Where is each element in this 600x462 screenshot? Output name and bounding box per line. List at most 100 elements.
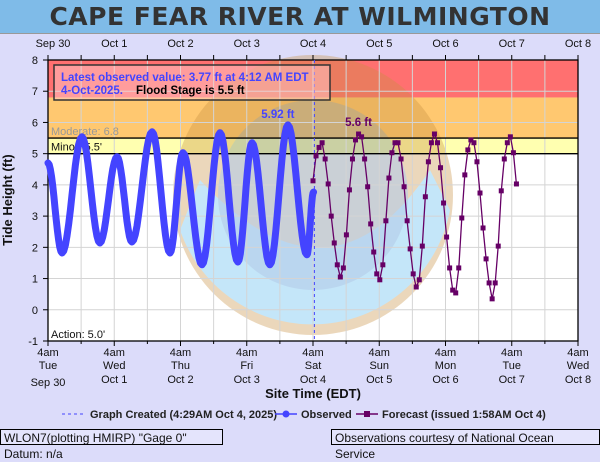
bottom-time-label: 4am xyxy=(236,347,257,359)
bottom-date-label: Oct 5 xyxy=(366,374,392,386)
y-tick-label: 4 xyxy=(32,180,38,192)
observed-peak-label: 5.92 ft xyxy=(261,109,294,121)
forecast-point xyxy=(462,172,468,178)
forecast-point xyxy=(310,178,316,184)
forecast-point xyxy=(456,265,462,271)
forecast-point xyxy=(331,240,337,246)
forecast-point xyxy=(371,249,377,255)
forecast-point xyxy=(389,150,395,156)
bottom-date-label: Oct 2 xyxy=(167,374,193,386)
forecast-point xyxy=(483,256,489,262)
y-tick-label: 2 xyxy=(32,242,38,254)
forecast-point xyxy=(480,225,486,231)
forecast-point xyxy=(322,156,328,162)
forecast-point xyxy=(313,153,319,159)
forecast-point xyxy=(474,159,480,165)
observed-series-line xyxy=(44,121,318,269)
forecast-point xyxy=(498,188,504,194)
bottom-date-label: Oct 1 xyxy=(101,374,127,386)
latest-observed-text: Latest observed value: 3.77 ft at 4:12 A… xyxy=(61,72,309,84)
forecast-point xyxy=(465,147,471,153)
forecast-point xyxy=(438,165,444,171)
top-date-label: Oct 6 xyxy=(432,38,458,50)
forecast-point xyxy=(386,175,392,181)
top-date-label: Oct 4 xyxy=(300,38,326,50)
forecast-point xyxy=(374,271,380,277)
forecast-point xyxy=(334,262,340,268)
bottom-day-label: Sat xyxy=(305,360,322,372)
bottom-day-label: Thu xyxy=(171,360,190,372)
y-tick-label: 3 xyxy=(32,211,38,223)
forecast-point xyxy=(428,140,434,146)
forecast-point xyxy=(501,156,507,162)
footer-gage-info: WLON7(plotting HMIRP) "Gage 0" Datum: n/… xyxy=(0,429,223,461)
bottom-date-label: Oct 6 xyxy=(432,374,458,386)
bottom-day-label: Wed xyxy=(567,360,589,372)
top-date-label: Oct 7 xyxy=(499,38,525,50)
forecast-point xyxy=(407,246,413,252)
bottom-time-label: 4am xyxy=(170,347,191,359)
forecast-point xyxy=(504,140,510,146)
bottom-date-label: Oct 7 xyxy=(499,374,525,386)
forecast-point xyxy=(383,218,389,224)
y-axis-label: Tide Height (ft) xyxy=(0,154,15,245)
legend-observed: Observed xyxy=(301,409,352,421)
forecast-point xyxy=(441,200,447,206)
forecast-peak-label: 5.6 ft xyxy=(345,117,372,129)
legend: Graph Created (4:29AM Oct 4, 2025) Obser… xyxy=(62,409,546,421)
bottom-time-label: 4am xyxy=(369,347,390,359)
forecast-point xyxy=(343,232,349,238)
forecast-point xyxy=(434,140,440,146)
y-tick-label: 0 xyxy=(32,305,38,317)
forecast-point xyxy=(328,213,334,219)
forecast-point xyxy=(401,184,407,190)
y-tick-label: 5 xyxy=(32,149,38,161)
flood-stage-text: Flood Stage is 5.5 ft xyxy=(136,85,245,97)
forecast-point xyxy=(468,137,474,143)
forecast-point xyxy=(359,134,365,140)
forecast-point xyxy=(395,140,401,146)
forecast-point xyxy=(431,131,437,137)
forecast-point xyxy=(362,156,368,162)
forecast-point xyxy=(459,215,465,221)
latest-observed-annotation: Latest observed value: 3.77 ft at 4:12 A… xyxy=(53,64,331,101)
forecast-point xyxy=(340,265,346,271)
bottom-day-label: Wed xyxy=(103,360,125,372)
title-bar: CAPE FEAR RIVER AT WILMINGTON xyxy=(0,0,600,34)
page-title: CAPE FEAR RIVER AT WILMINGTON xyxy=(49,2,551,31)
forecast-legend-marker xyxy=(364,411,370,417)
bottom-time-label: 4am xyxy=(501,347,522,359)
forecast-point xyxy=(413,284,419,290)
forecast-point xyxy=(425,159,431,165)
forecast-point xyxy=(404,218,410,224)
forecast-point xyxy=(416,277,422,283)
forecast-point xyxy=(349,156,355,162)
top-date-label: Oct 2 xyxy=(167,38,193,50)
forecast-point xyxy=(380,262,386,268)
y-tick-label: 6 xyxy=(32,117,38,129)
forecast-point xyxy=(377,277,383,283)
top-date-label: Oct 1 xyxy=(101,38,127,50)
forecast-point xyxy=(477,190,483,196)
forecast-point xyxy=(398,156,404,162)
bottom-date-label: Oct 4 xyxy=(300,374,326,386)
forecast-point xyxy=(513,181,519,187)
forecast-point xyxy=(471,140,477,146)
y-tick-label: 1 xyxy=(32,274,38,286)
bottom-date-label: Sep 30 xyxy=(31,377,66,389)
top-date-label: Oct 5 xyxy=(366,38,392,50)
bottom-time-label: 4am xyxy=(104,347,125,359)
top-date-label: Oct 8 xyxy=(565,38,591,50)
forecast-point xyxy=(507,134,513,140)
forecast-point xyxy=(365,184,371,190)
forecast-point xyxy=(422,194,428,200)
bottom-time-label: 4am xyxy=(37,347,58,359)
forecast-point xyxy=(368,221,374,227)
bottom-time-label: 4am xyxy=(435,347,456,359)
forecast-point xyxy=(419,243,425,249)
forecast-point xyxy=(486,280,492,286)
y-tick-label: -1 xyxy=(28,336,38,348)
top-date-label: Sep 30 xyxy=(36,38,71,50)
forecast-point xyxy=(325,181,331,187)
